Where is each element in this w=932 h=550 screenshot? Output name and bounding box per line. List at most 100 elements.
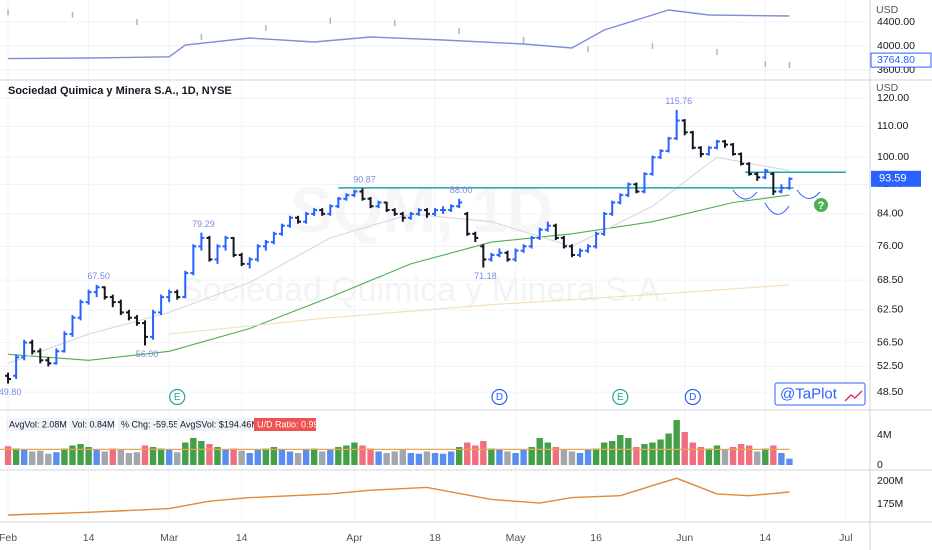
volume-bar: [641, 443, 648, 465]
line: [8, 477, 790, 516]
volume-bar: [270, 446, 278, 465]
volume-bar: [61, 448, 68, 465]
volume-bar: [447, 451, 455, 465]
volume-bar: [77, 443, 84, 465]
volume-bar: [512, 452, 519, 465]
volume-bar: [633, 446, 640, 465]
x-tick-label: Apr: [346, 532, 363, 544]
y-tick-label: 4M: [877, 429, 892, 441]
line: [8, 9, 790, 60]
volume-bar: [568, 451, 576, 465]
volume-bar: [37, 450, 44, 465]
volume-bar: [69, 445, 76, 465]
drawing-arc: [732, 189, 758, 200]
volume-bar: [375, 451, 382, 465]
volume-bar: [576, 452, 584, 465]
volume-bar: [697, 446, 705, 465]
volume-bar: [472, 445, 479, 465]
pivot-label: 79.29: [192, 219, 215, 229]
question-badge: [814, 198, 828, 212]
volume-bar: [109, 448, 116, 465]
pivot-label: 49.80: [0, 387, 21, 397]
volume-bar: [770, 445, 777, 465]
volume-bar: [609, 441, 616, 465]
volume-bar: [754, 451, 761, 465]
y-tick-label: 4000.00: [877, 40, 915, 52]
event-label: E: [617, 392, 624, 403]
event-marker: [612, 388, 629, 406]
volume-bar: [584, 449, 592, 465]
pivot-label: 88.00: [450, 185, 473, 195]
y-tick-label: 120.00: [877, 92, 909, 104]
legend-item: AvgSVol: $194.46M: [180, 419, 259, 429]
y-tick-label: 56.50: [877, 336, 903, 348]
volume-bar: [254, 449, 261, 465]
price-badge: [870, 52, 932, 68]
x-tick-label: Mar: [160, 532, 179, 544]
volume-bar: [101, 451, 108, 465]
pivot-label: 115.76: [665, 96, 692, 106]
event-label: E: [174, 392, 181, 403]
volume-bar: [174, 452, 181, 465]
volume-bar: [198, 441, 205, 465]
question-mark: ?: [818, 200, 825, 212]
volume-bar: [319, 451, 326, 465]
volume-bar: [343, 445, 350, 465]
volume-bar: [20, 449, 28, 465]
y-tick-label: 62.50: [877, 304, 903, 316]
volume-bar: [504, 451, 511, 465]
brand-box: [774, 382, 866, 406]
volume-bar: [520, 449, 527, 465]
drawing-arc: [764, 202, 790, 215]
volume-bar: [278, 449, 286, 465]
volume-bar: [310, 448, 318, 465]
volume-bar: [206, 443, 213, 465]
volume-bar: [367, 448, 374, 465]
pivot-label: 71.18: [474, 271, 497, 281]
volume-bar: [625, 438, 632, 465]
volume-bar: [657, 439, 664, 465]
x-tick-label: Jul: [839, 532, 852, 544]
brand-icon: [844, 390, 863, 402]
volume-bar: [214, 446, 221, 465]
volume-bar: [560, 449, 568, 465]
x-tick-label: 14: [83, 532, 95, 544]
legend-item: U/D Ratio: 0.99: [257, 419, 319, 429]
volume-bar: [552, 446, 560, 465]
volume-bar: [415, 453, 423, 465]
volume-bar: [544, 442, 551, 465]
volume-bar: [93, 449, 100, 465]
volume-bar: [649, 442, 656, 465]
volume-bar: [53, 452, 60, 465]
volume-bar: [230, 448, 237, 465]
volume-bar: [302, 449, 310, 465]
volume-bar: [383, 452, 390, 465]
volume-bar: [29, 451, 36, 465]
x-tick-label: May: [506, 532, 527, 544]
volume-bar: [45, 453, 52, 465]
volume-bar: [407, 452, 415, 465]
volume-bar: [359, 445, 366, 465]
volume-bar: [294, 452, 302, 465]
volume-bar: [729, 446, 737, 465]
volume-bar: [125, 452, 133, 465]
volume-bar: [327, 449, 334, 465]
volume-bar: [182, 442, 189, 465]
volume-bar: [721, 449, 729, 465]
drawing-arc: [796, 189, 821, 199]
price-badge: [871, 170, 921, 187]
legend-box: [177, 418, 251, 431]
price-badge-label: 3764.80: [877, 54, 915, 66]
volume-bar: [141, 445, 149, 465]
volume-bar: [286, 451, 294, 465]
volume-bar: [480, 441, 487, 465]
line: [8, 194, 790, 361]
pivot-label: 90.87: [353, 175, 376, 185]
volume-bar: [335, 446, 342, 465]
x-tick-label: 16: [590, 532, 602, 544]
legend-box: [254, 418, 316, 431]
price-badge-label: 93.59: [879, 173, 907, 185]
axis-title: USD: [876, 4, 899, 16]
legend-item: % Chg: -59.55%: [121, 419, 187, 429]
